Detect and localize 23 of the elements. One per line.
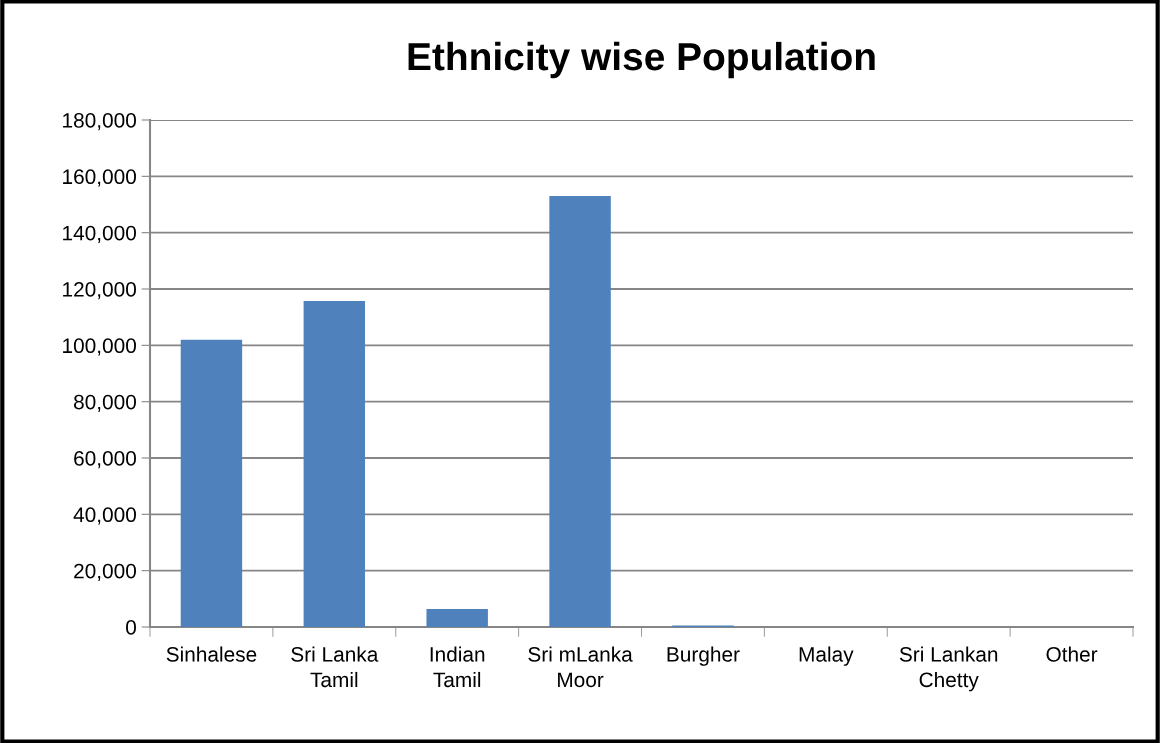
y-tick-label: 20,000 [74,563,136,581]
y-tick-label: 140,000 [63,225,136,243]
bar [180,339,243,627]
x-tick-label: Sri mLanka Moor [528,646,633,688]
x-tick-label: Sri Lanka Tamil [291,646,379,688]
x-tick-label: Sri Lankan Chetty [899,646,998,692]
x-tick-label: Sinhalese [166,646,257,662]
y-tick-label: 100,000 [63,338,136,356]
bar [549,196,611,627]
y-tick-label: 40,000 [73,507,136,525]
x-tick-label: Burgher [667,646,740,666]
bar [426,608,488,627]
y-tick-label: 120,000 [63,282,136,300]
y-tick-label: 180,000 [63,113,136,131]
chart-title: Ethnicity wise Population [408,41,875,79]
y-tick-label: 160,000 [63,169,136,187]
y-tick-label: 60,000 [74,451,136,469]
bar [303,301,366,627]
y-tick-label: 0 [126,620,136,635]
x-tick-label: Indian Tamil [430,646,485,688]
y-tick-label: 80,000 [74,394,136,412]
x-tick-label: Malay [799,646,854,666]
x-tick-label: Other [1046,646,1098,662]
